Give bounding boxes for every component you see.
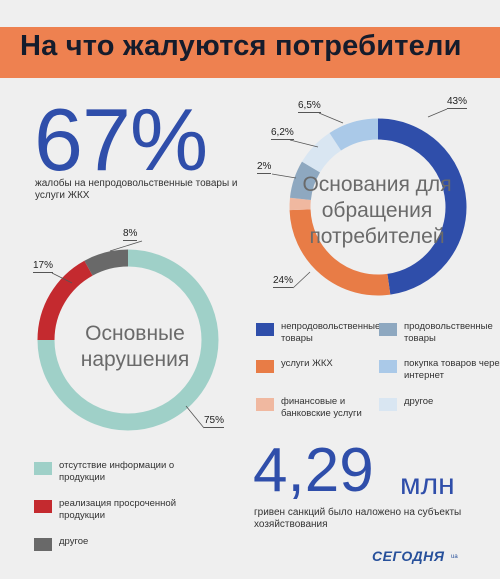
- donut1-slice-0: [377, 118, 467, 295]
- legend-label: реализация просроченной продукции: [59, 498, 177, 521]
- legend-swatch: [256, 398, 274, 411]
- donut2-slice-0: [37, 249, 219, 431]
- legend-label: услуги ЖКХ: [281, 358, 333, 369]
- legend-swatch: [34, 462, 52, 475]
- donut1-slice-1: [289, 208, 391, 296]
- legend-swatch: [379, 323, 397, 336]
- donut1-slice-5: [329, 118, 379, 151]
- donut1-label-43: 43%: [447, 96, 468, 109]
- legend-label: непродовольственные товары: [281, 321, 381, 344]
- legend-swatch: [34, 500, 52, 513]
- legend-label: другое: [59, 536, 89, 547]
- legend-item-expired: реализация просроченной продукции: [34, 498, 199, 522]
- donut1-label-2: 2%: [257, 161, 272, 174]
- brand-logo: СЕГОДНЯ: [372, 548, 445, 564]
- stat-caption-sanctions: гривен санкций было наложено на субъекты…: [254, 507, 462, 530]
- legend-label: покупка товаров через интернет: [404, 358, 500, 381]
- legend-item-online: покупка товаров через интернет: [379, 358, 500, 382]
- donut1-label-24: 24%: [273, 275, 294, 288]
- donut1-center-title: Основания для обращения потребителей: [302, 173, 452, 248]
- brand-suffix: ua: [451, 554, 458, 560]
- stat-unit-sanctions: млн: [400, 468, 455, 501]
- legend-label: финансовые и банковские услуги: [281, 396, 362, 419]
- legend-item-no-info: отсутствие информации о продукции: [34, 460, 199, 484]
- donut2-slice-1: [37, 260, 93, 341]
- legend-item-finance: финансовые и банковские услуги: [256, 396, 391, 420]
- stat-value-sanctions: 4,29: [253, 436, 374, 505]
- legend-swatch: [379, 360, 397, 373]
- legend-item-other-violations: другое: [34, 536, 169, 551]
- donut2-center-title: Основные нарушения: [80, 322, 190, 371]
- legend-item-food: продовольственные товары: [379, 321, 500, 345]
- donut1-slice-3: [289, 161, 321, 201]
- donut2-label-8: 8%: [123, 228, 138, 241]
- page-title: На что жалуются потребители: [20, 30, 462, 62]
- legend-label: другое: [404, 396, 434, 407]
- legend-swatch: [256, 323, 274, 336]
- legend-swatch: [256, 360, 274, 373]
- legend-swatch: [379, 398, 397, 411]
- donut2-label-17: 17%: [33, 260, 54, 273]
- legend-label: продовольственные товары: [404, 321, 493, 344]
- legend-item-nonfood: непродовольственные товары: [256, 321, 391, 345]
- title-bar: [0, 27, 500, 78]
- donut1-label-6-5: 6,5%: [298, 100, 321, 113]
- donut2-label-75: 75%: [204, 415, 225, 428]
- donut1-slice-4: [301, 132, 342, 173]
- donut2-slice-2: [84, 249, 129, 276]
- stat-value-67: 67%: [34, 90, 208, 189]
- stat-caption-67: жалобы на непродовольственные товары и у…: [35, 178, 238, 201]
- legend-label: отсутствие информации о продукции: [59, 460, 175, 483]
- legend-swatch: [34, 538, 52, 551]
- legend-item-housing: услуги ЖКХ: [256, 358, 391, 373]
- legend-item-other: другое: [379, 396, 500, 411]
- donut1-label-6-2: 6,2%: [271, 127, 294, 140]
